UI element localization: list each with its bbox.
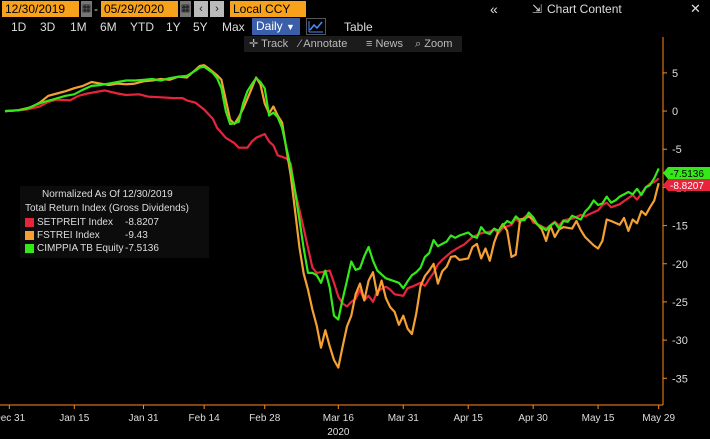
- last-value-tag: -7.5136: [663, 167, 710, 180]
- chart-content-icon[interactable]: ⇲: [532, 2, 543, 16]
- collapse-panel-icon[interactable]: «: [490, 1, 498, 17]
- frequency-select[interactable]: Daily ▼: [252, 18, 300, 35]
- prev-arrow-icon[interactable]: ‹: [194, 1, 208, 17]
- last-value-tag: -8.8207: [663, 179, 710, 192]
- y-tick-label: -15: [672, 221, 688, 233]
- legend-label: CIMPPIA TB Equity: [37, 243, 124, 254]
- calendar-icon[interactable]: ▦: [81, 1, 92, 17]
- zoom-icon: ⌕: [415, 38, 422, 50]
- series-line-1: [4, 89, 660, 308]
- range-bar: [0, 18, 710, 36]
- chart-toolbar: [244, 36, 462, 52]
- legend-swatch: [25, 244, 34, 253]
- x-tick-label: Apr 30: [518, 413, 548, 424]
- chart-content-button[interactable]: Chart Content: [547, 2, 622, 16]
- legend-label: SETPREIT Index: [37, 217, 113, 228]
- x-tick-label: Mar 16: [323, 413, 355, 424]
- header-bar: 12/30/2019 ▦ - 05/29/2020 ▦ ‹ › Local CC…: [0, 0, 710, 18]
- y-tick-label: 5: [672, 68, 678, 80]
- y-tick-label: -30: [672, 335, 688, 347]
- y-tick-label: -35: [672, 373, 688, 385]
- last-value-marker: [663, 167, 710, 179]
- legend-value: -7.5136: [125, 243, 159, 254]
- x-tick-label: Dec 31: [0, 413, 26, 424]
- x-tick-label: Feb 14: [189, 413, 221, 424]
- table-button[interactable]: Table: [344, 20, 373, 34]
- last-value-label: -8.8207: [670, 181, 704, 192]
- end-date-field[interactable]: 05/29/2020: [101, 1, 178, 17]
- x-tick-label: Jan 31: [129, 413, 159, 424]
- frequency-label: Daily: [256, 19, 283, 33]
- annotate-tool[interactable]: ⁄ Annotate: [299, 36, 347, 52]
- range-1y[interactable]: 1Y: [166, 20, 181, 34]
- x-tick-label: Mar 31: [388, 413, 420, 424]
- range-6m[interactable]: 6M: [100, 20, 117, 34]
- next-arrow-icon[interactable]: ›: [210, 1, 224, 17]
- close-icon[interactable]: ✕: [690, 1, 701, 16]
- x-tick-label: May 29: [642, 413, 675, 424]
- x-tick-label: Apr 15: [453, 413, 483, 424]
- news-icon: ≡: [366, 38, 373, 50]
- legend-value: -9.43: [125, 230, 148, 241]
- year-label: 2020: [327, 427, 350, 438]
- news-tool[interactable]: ≡ News: [366, 36, 403, 52]
- legend-label: FSTREI Index: [37, 230, 100, 241]
- currency-select[interactable]: Local CCY: [230, 1, 306, 17]
- range-max[interactable]: Max: [222, 20, 245, 34]
- range-5y[interactable]: 5Y: [193, 20, 208, 34]
- annotate-label: Annotate: [303, 38, 348, 50]
- calendar-icon[interactable]: ▦: [180, 1, 191, 17]
- x-tick-label: Jan 15: [59, 413, 89, 424]
- news-label: News: [375, 38, 403, 50]
- legend-item: CIMPPIA TB Equity -7.5136: [25, 243, 205, 255]
- y-tick-label: -25: [672, 297, 688, 309]
- y-tick-label: -20: [672, 259, 688, 271]
- x-tick-label: May 15: [582, 413, 615, 424]
- start-date-field[interactable]: 12/30/2019: [2, 1, 79, 17]
- zoom-label: Zoom: [424, 38, 453, 50]
- pencil-icon: ⁄: [299, 38, 301, 50]
- track-tool[interactable]: ✛ Track: [249, 36, 288, 52]
- last-value-label: -7.5136: [670, 169, 704, 180]
- range-1m[interactable]: 1M: [70, 20, 87, 34]
- track-label: Track: [261, 38, 289, 50]
- legend-subtitle: Total Return Index (Gross Dividends): [25, 203, 189, 214]
- legend-item: FSTREI Index -9.43: [25, 230, 205, 242]
- legend-swatch: [25, 218, 34, 227]
- legend-value: -8.8207: [125, 217, 159, 228]
- y-tick-label: 0: [672, 106, 678, 118]
- y-tick-label: -5: [672, 144, 682, 156]
- legend-swatch: [25, 231, 34, 240]
- crosshair-icon: ✛: [249, 38, 259, 50]
- range-3d[interactable]: 3D: [40, 20, 56, 34]
- date-separator: -: [94, 2, 98, 16]
- legend-title: Normalized As Of 12/30/2019: [42, 189, 173, 200]
- zoom-tool[interactable]: ⌕ Zoom: [415, 36, 452, 52]
- x-tick-label: Feb 28: [249, 413, 281, 424]
- range-1d[interactable]: 1D: [11, 20, 27, 34]
- series-line-3: [4, 65, 660, 321]
- last-value-marker: [663, 179, 710, 191]
- dropdown-arrow-icon: ▼: [286, 22, 295, 32]
- legend-item: SETPREIT Index -8.8207: [25, 217, 205, 229]
- range-ytd[interactable]: YTD: [130, 20, 154, 34]
- line-chart-icon[interactable]: [306, 18, 326, 35]
- legend: Normalized As Of 12/30/2019 Total Return…: [20, 186, 209, 258]
